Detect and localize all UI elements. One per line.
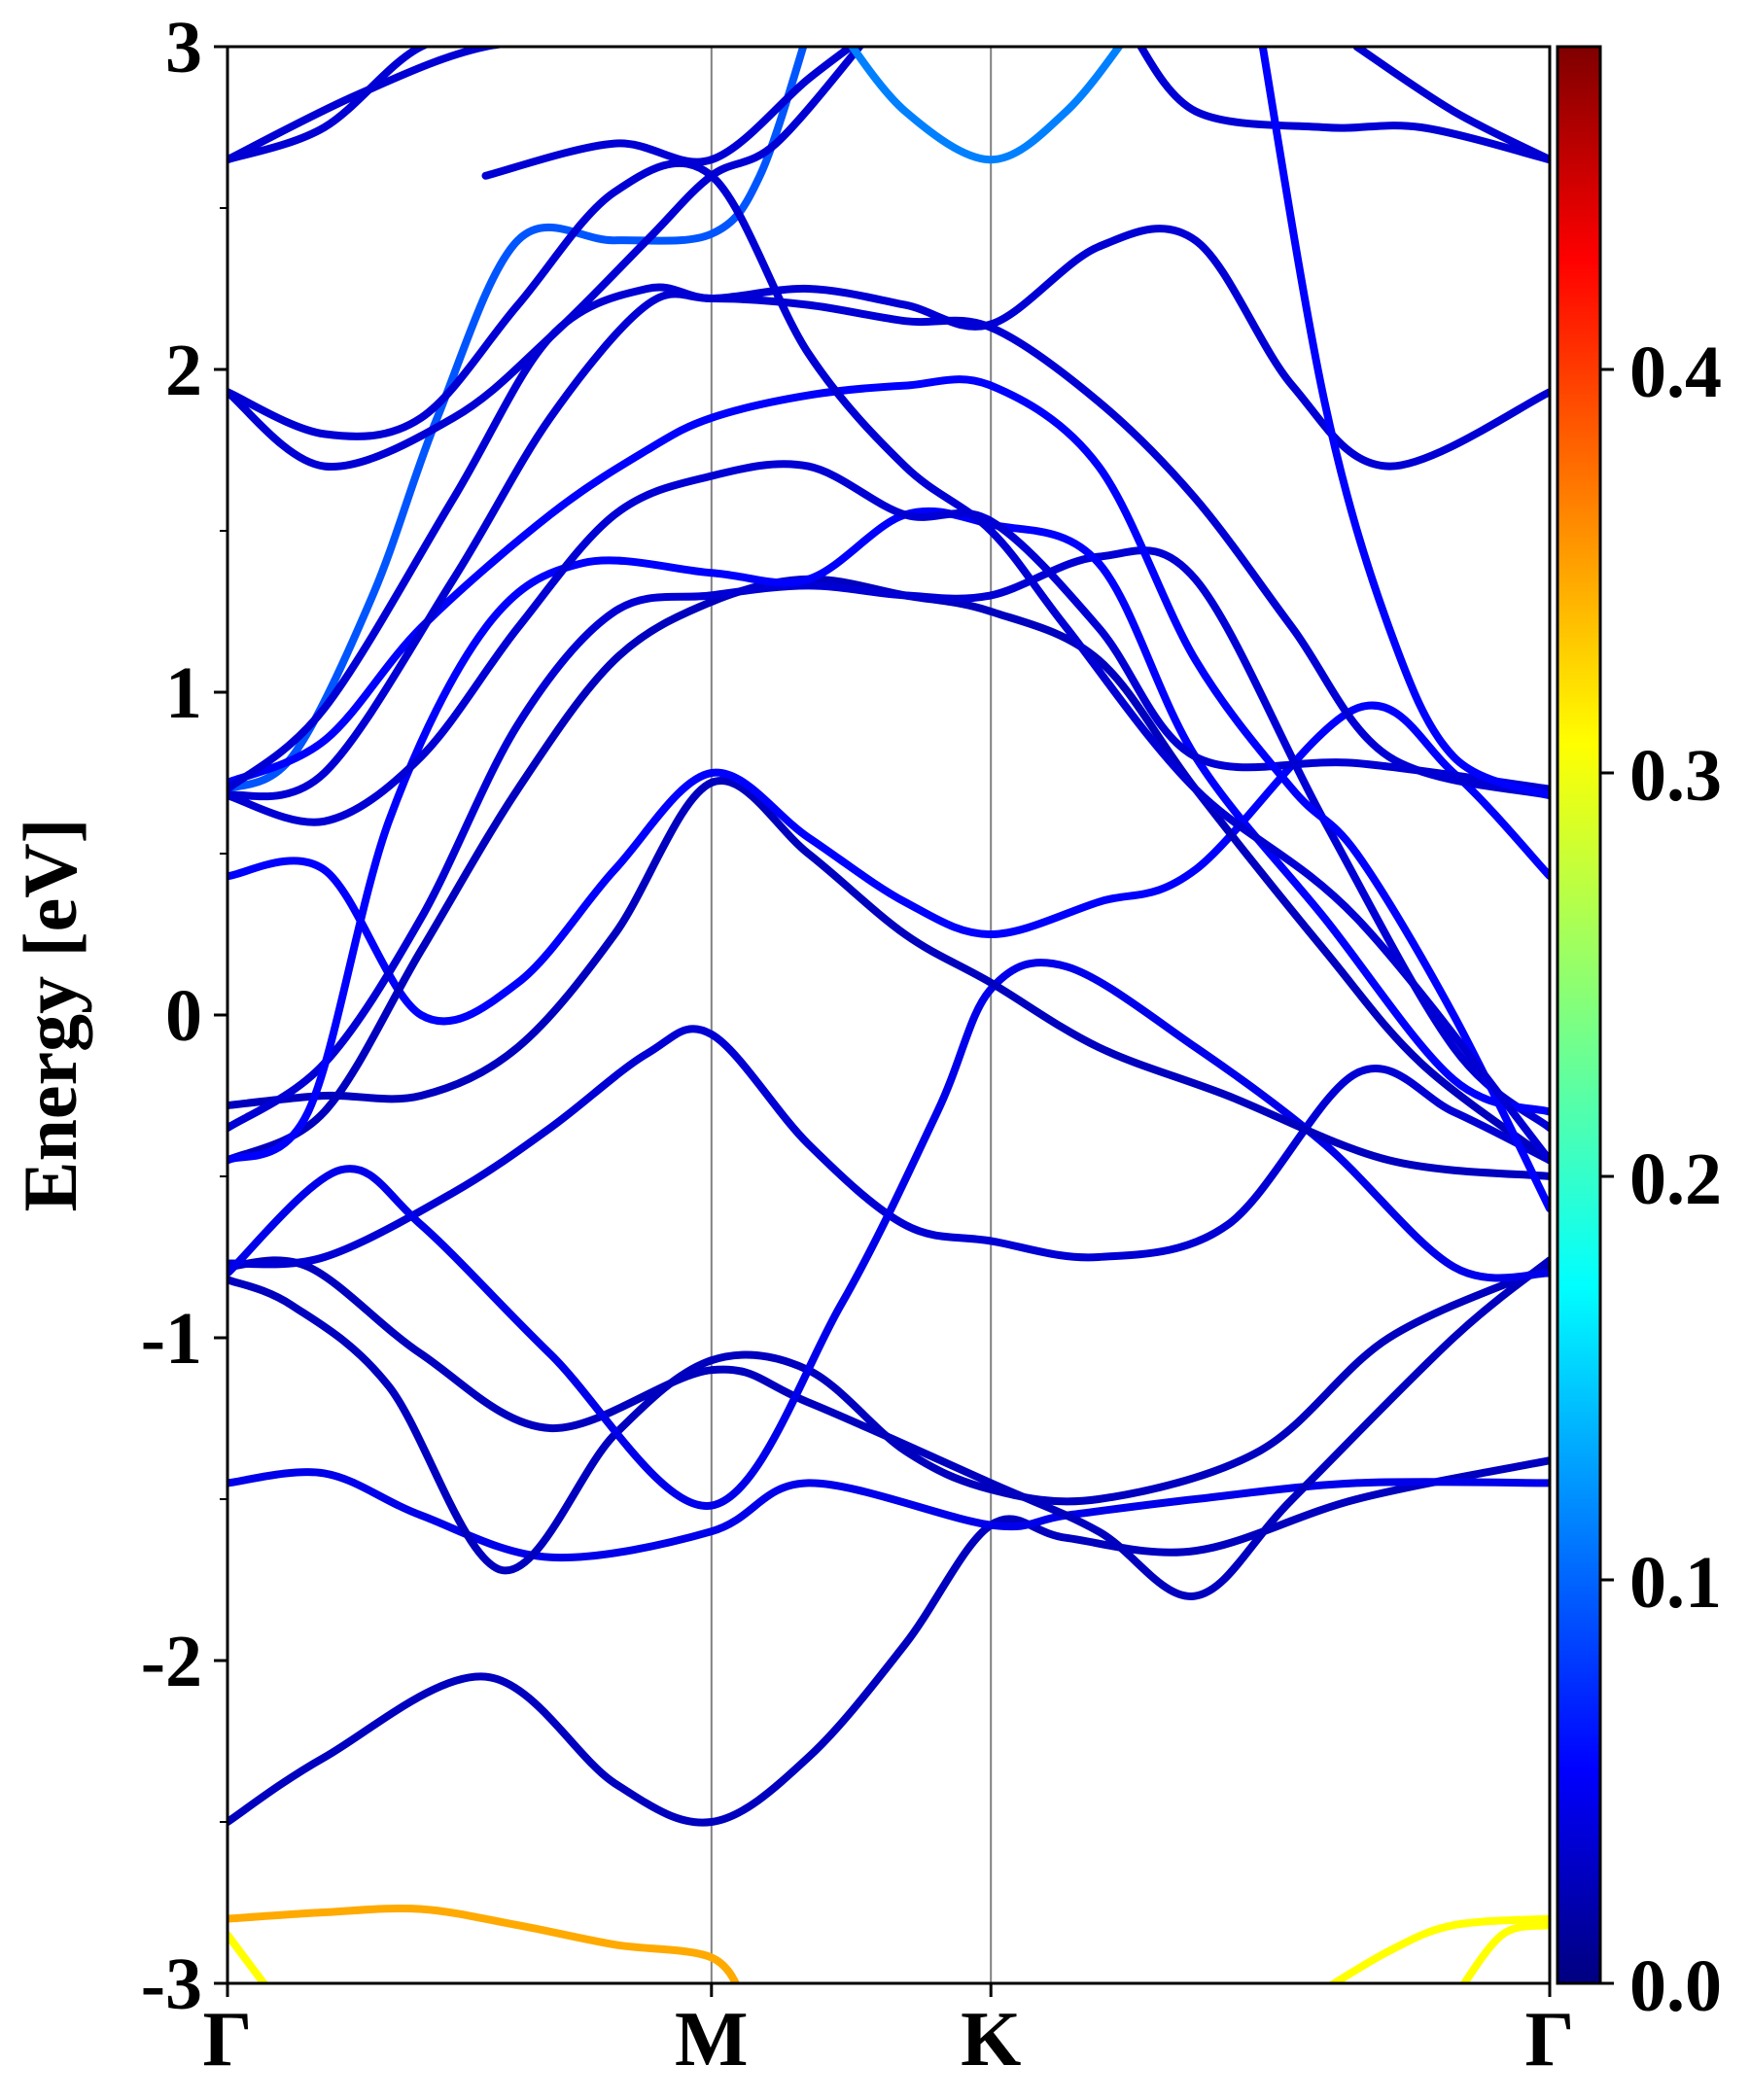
band-line <box>1326 1914 1550 1983</box>
colorbar-tick-label: 0.4 <box>1629 332 1722 413</box>
colorbar <box>1556 45 1602 1985</box>
y-axis-ticks: 3 2 1 0 -1 -2 -3 <box>141 7 228 2025</box>
y-tick-label: 3 <box>165 7 202 88</box>
x-tick-label: K <box>961 1997 1021 2082</box>
band-line <box>228 375 1550 1213</box>
band-lines <box>228 47 1550 1983</box>
band-line <box>228 47 808 793</box>
band-line <box>228 777 1550 1180</box>
band-line <box>228 1456 1550 1827</box>
band-line <box>228 158 1550 1165</box>
band-line <box>228 1263 1550 1575</box>
y-axis-label: Energy [eV] <box>8 818 92 1211</box>
band-line <box>228 1904 741 1983</box>
x-tick-label: Γ <box>203 1997 253 2082</box>
band-line <box>228 47 865 471</box>
y-tick-label: 2 <box>165 330 202 411</box>
band-line <box>228 507 1550 1165</box>
band-line <box>228 1025 1550 1269</box>
colorbar-tick-label: 0.0 <box>1629 1945 1722 2027</box>
band-line <box>1258 47 1550 800</box>
band-line <box>1137 47 1550 164</box>
x-tick-label: Γ <box>1525 1997 1575 2082</box>
band-line <box>228 575 1550 1165</box>
band-line <box>481 47 858 180</box>
y-tick-label: -3 <box>141 1943 202 2025</box>
band-line <box>847 47 1124 164</box>
band-line <box>228 701 1550 1026</box>
band-line <box>228 460 1550 826</box>
y-tick-label: -2 <box>141 1621 202 1702</box>
band-line <box>1459 1921 1550 1983</box>
colorbar-ticks: 0.0 0.1 0.2 0.3 0.4 <box>1600 332 1722 2027</box>
band-line <box>228 225 1550 793</box>
y-tick-label: 0 <box>165 975 202 1057</box>
y-tick-label: 1 <box>165 652 202 734</box>
band-line <box>228 290 1550 801</box>
band-line <box>1352 47 1550 164</box>
band-line <box>228 959 1550 1510</box>
band-line <box>228 1468 1550 1562</box>
high-symmetry-lines <box>710 47 993 1983</box>
x-tick-label: M <box>675 1997 749 2082</box>
band-line <box>228 1931 269 1983</box>
y-tick-label: -1 <box>141 1298 202 1380</box>
band-line <box>228 47 512 164</box>
band-line <box>228 1256 1550 1600</box>
colorbar-tick-label: 0.3 <box>1629 735 1722 817</box>
band-line <box>228 546 1550 1133</box>
colorbar-tick-label: 0.1 <box>1629 1542 1722 1624</box>
colorbar-tick-label: 0.2 <box>1629 1138 1722 1220</box>
